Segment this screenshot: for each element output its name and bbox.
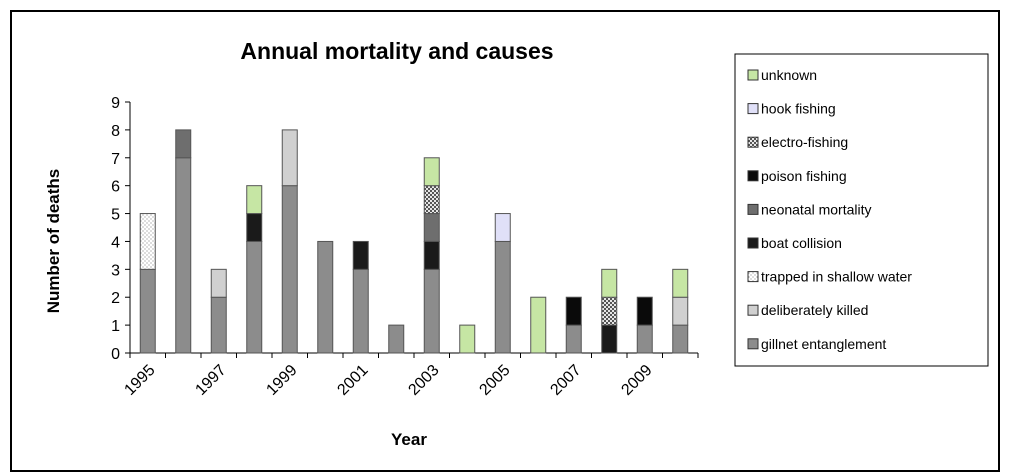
x-tick-label: 2003 bbox=[405, 362, 442, 399]
bar-segment bbox=[601, 324, 618, 354]
bar-segment bbox=[246, 240, 263, 354]
bar-segment bbox=[423, 240, 440, 270]
bar-segment bbox=[423, 268, 440, 354]
bar-segment bbox=[139, 213, 156, 270]
bar-segment bbox=[565, 296, 582, 326]
bar-segment bbox=[459, 324, 476, 354]
legend-entry-label: poison fishing bbox=[761, 168, 847, 184]
bar-segment bbox=[636, 324, 653, 354]
x-tick-label: 2001 bbox=[334, 362, 371, 399]
legend-swatch bbox=[747, 69, 759, 81]
legend-entry-label: deliberately killed bbox=[761, 302, 868, 318]
bar-segment bbox=[281, 129, 298, 187]
bar-segment bbox=[352, 268, 369, 354]
chart-frame: Annual mortality and causes Number of de… bbox=[10, 10, 1000, 472]
bar-segment bbox=[317, 240, 334, 354]
x-tick-label: 1997 bbox=[192, 362, 229, 399]
legend-swatch bbox=[747, 304, 759, 316]
y-tick-label: 2 bbox=[111, 290, 120, 307]
chart-svg: Annual mortality and causes Number of de… bbox=[44, 38, 989, 449]
legend-entry-label: hook fishing bbox=[761, 101, 836, 117]
bar-segment bbox=[672, 296, 689, 326]
bar-segment bbox=[494, 240, 511, 354]
x-tick-label: 2009 bbox=[618, 362, 655, 399]
bar-segment bbox=[246, 185, 263, 215]
bar-segment bbox=[672, 268, 689, 298]
legend-swatch bbox=[747, 136, 759, 148]
bar-segment bbox=[352, 240, 369, 270]
bar-segment bbox=[281, 185, 298, 354]
x-tick-label: 1999 bbox=[263, 362, 300, 399]
plot-area: 0 1 2 3 4 5 6 7 8 9 1995 1997 1999 2001 2003 2005 2007 20… bbox=[111, 95, 699, 399]
x-tick-label: 2007 bbox=[547, 362, 584, 399]
legend-entry-label: trapped in shallow water bbox=[761, 269, 912, 285]
legend-swatch bbox=[747, 203, 759, 215]
y-tick-label: 9 bbox=[111, 95, 120, 112]
y-tick-label: 7 bbox=[111, 151, 120, 168]
bar-segment bbox=[565, 324, 582, 354]
x-axis-label: Year bbox=[391, 430, 427, 449]
legend: unknown hook fishing electro-fishing poison… bbox=[734, 53, 989, 367]
bar-segment bbox=[423, 213, 440, 242]
legend-swatch bbox=[747, 170, 759, 182]
legend-entry-label: boat collision bbox=[761, 235, 842, 251]
bar-segment bbox=[601, 296, 618, 326]
legend-swatch bbox=[747, 338, 759, 350]
bar-segment bbox=[210, 268, 227, 298]
bar-segment bbox=[672, 324, 689, 354]
bar-segment bbox=[423, 157, 440, 187]
legend-entry-label: unknown bbox=[761, 67, 817, 83]
bar-segment bbox=[494, 213, 511, 242]
x-tick-label: 1995 bbox=[121, 362, 158, 399]
bar-segment bbox=[175, 157, 192, 354]
bar-segment bbox=[601, 268, 618, 298]
bar-segment bbox=[423, 185, 440, 215]
legend-box bbox=[734, 53, 989, 367]
y-tick-label: 3 bbox=[111, 262, 120, 279]
y-tick-label: 0 bbox=[111, 346, 120, 363]
legend-swatch bbox=[747, 103, 759, 115]
bar-segment bbox=[388, 324, 405, 354]
y-tick-label: 1 bbox=[111, 318, 120, 335]
bar-segment bbox=[246, 213, 263, 242]
legend-swatch bbox=[747, 237, 759, 249]
bar-segment bbox=[210, 296, 227, 354]
bar-segment bbox=[139, 268, 156, 354]
bar-segment bbox=[636, 296, 653, 326]
chart-title: Annual mortality and causes bbox=[240, 38, 553, 64]
y-tick-label: 6 bbox=[111, 179, 120, 196]
legend-entry-label: gillnet entanglement bbox=[761, 336, 886, 352]
y-axis-label: Number of deaths bbox=[44, 169, 63, 314]
legend-entry-label: neonatal mortality bbox=[761, 201, 872, 217]
x-tick-label: 2005 bbox=[476, 362, 513, 399]
bar-segment bbox=[530, 296, 547, 354]
y-tick-label: 5 bbox=[111, 207, 120, 224]
y-tick-label: 4 bbox=[111, 234, 120, 251]
bar-segment bbox=[175, 129, 192, 159]
y-tick-label: 8 bbox=[111, 123, 120, 140]
legend-entry-label: electro-fishing bbox=[761, 134, 848, 150]
legend-swatch bbox=[747, 271, 759, 283]
